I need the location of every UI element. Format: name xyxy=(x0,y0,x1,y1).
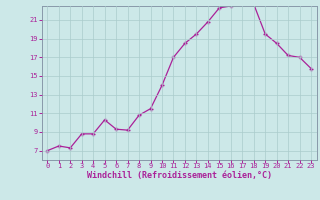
X-axis label: Windchill (Refroidissement éolien,°C): Windchill (Refroidissement éolien,°C) xyxy=(87,171,272,180)
